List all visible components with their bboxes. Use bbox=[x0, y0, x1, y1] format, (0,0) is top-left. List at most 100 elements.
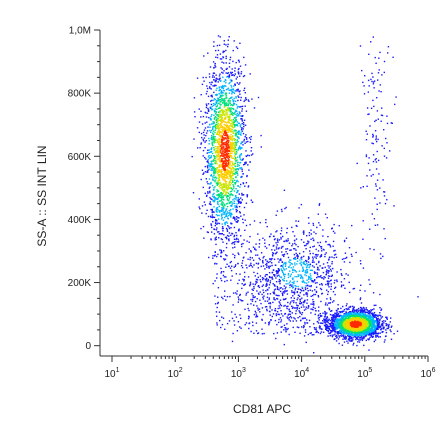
event-point bbox=[202, 186, 204, 189]
event-point bbox=[360, 332, 363, 335]
event-point bbox=[218, 218, 220, 220]
event-point bbox=[320, 254, 323, 256]
event-point bbox=[216, 171, 218, 173]
event-point bbox=[299, 315, 301, 318]
event-point bbox=[224, 236, 227, 239]
event-point bbox=[203, 129, 206, 131]
event-point bbox=[367, 162, 370, 165]
event-point bbox=[268, 297, 271, 299]
event-point bbox=[282, 235, 284, 238]
event-point bbox=[367, 330, 370, 332]
event-point bbox=[262, 259, 264, 262]
event-point bbox=[225, 276, 227, 278]
event-point bbox=[276, 270, 278, 273]
event-point bbox=[287, 256, 290, 259]
event-point bbox=[345, 337, 347, 339]
event-point bbox=[227, 75, 229, 78]
event-point bbox=[216, 315, 218, 317]
event-point bbox=[204, 122, 206, 124]
event-point bbox=[231, 88, 233, 90]
event-point bbox=[343, 278, 346, 280]
event-point bbox=[350, 337, 353, 340]
event-point bbox=[384, 202, 387, 205]
event-point bbox=[221, 204, 223, 206]
event-point bbox=[261, 277, 264, 279]
event-point bbox=[305, 274, 308, 277]
event-point bbox=[214, 126, 217, 129]
event-point bbox=[228, 118, 230, 121]
event-point bbox=[214, 140, 216, 142]
event-point bbox=[247, 99, 249, 101]
event-point bbox=[299, 259, 301, 261]
event-point bbox=[239, 65, 242, 67]
event-point bbox=[240, 134, 242, 136]
event-point bbox=[293, 235, 296, 237]
event-point bbox=[233, 142, 235, 144]
event-point bbox=[262, 313, 264, 316]
event-point bbox=[250, 199, 252, 201]
event-point bbox=[274, 285, 276, 287]
event-point bbox=[225, 214, 228, 216]
event-point bbox=[218, 138, 220, 140]
event-point bbox=[282, 288, 284, 290]
event-point bbox=[374, 56, 376, 59]
event-point bbox=[255, 254, 257, 256]
event-point bbox=[368, 323, 370, 325]
event-point bbox=[304, 329, 307, 331]
event-point bbox=[215, 119, 218, 121]
event-point bbox=[223, 98, 225, 100]
event-point bbox=[334, 325, 337, 328]
event-point bbox=[333, 254, 336, 256]
event-point bbox=[335, 340, 338, 342]
event-point bbox=[305, 244, 307, 247]
event-point bbox=[331, 325, 333, 327]
event-point bbox=[346, 327, 348, 329]
event-point bbox=[376, 319, 378, 322]
event-point bbox=[226, 322, 229, 325]
event-point bbox=[236, 82, 238, 84]
event-point bbox=[280, 313, 283, 315]
event-point bbox=[363, 85, 365, 87]
event-point bbox=[233, 150, 235, 152]
event-point bbox=[280, 310, 282, 312]
event-point bbox=[342, 336, 345, 338]
event-point bbox=[220, 86, 223, 89]
event-point bbox=[209, 87, 211, 89]
event-point bbox=[277, 248, 280, 250]
event-point bbox=[358, 309, 360, 312]
event-point bbox=[275, 231, 277, 233]
event-point bbox=[253, 271, 255, 274]
event-point bbox=[346, 331, 348, 333]
event-point bbox=[310, 278, 312, 281]
event-point bbox=[372, 332, 374, 335]
event-point bbox=[253, 287, 255, 290]
event-point bbox=[292, 266, 295, 268]
event-point bbox=[304, 288, 307, 291]
event-point bbox=[221, 61, 223, 63]
event-point bbox=[297, 305, 299, 307]
event-point bbox=[334, 333, 336, 335]
event-point bbox=[292, 269, 294, 271]
event-point bbox=[218, 171, 220, 173]
event-point bbox=[228, 82, 230, 85]
event-point bbox=[295, 307, 297, 309]
event-point bbox=[233, 147, 235, 149]
event-point bbox=[365, 311, 367, 313]
event-point bbox=[277, 307, 279, 310]
event-point bbox=[211, 138, 213, 140]
event-point bbox=[217, 123, 220, 125]
event-point bbox=[339, 323, 341, 326]
event-point bbox=[278, 301, 280, 303]
event-point bbox=[234, 113, 236, 115]
event-point bbox=[307, 258, 310, 260]
event-point bbox=[336, 318, 338, 320]
event-point bbox=[325, 319, 328, 321]
event-point bbox=[230, 227, 232, 229]
event-point bbox=[303, 309, 306, 311]
event-point bbox=[281, 326, 283, 328]
event-point bbox=[241, 199, 243, 201]
event-point bbox=[293, 291, 295, 293]
event-point bbox=[347, 315, 349, 318]
event-point bbox=[390, 122, 392, 124]
event-point bbox=[223, 186, 225, 188]
